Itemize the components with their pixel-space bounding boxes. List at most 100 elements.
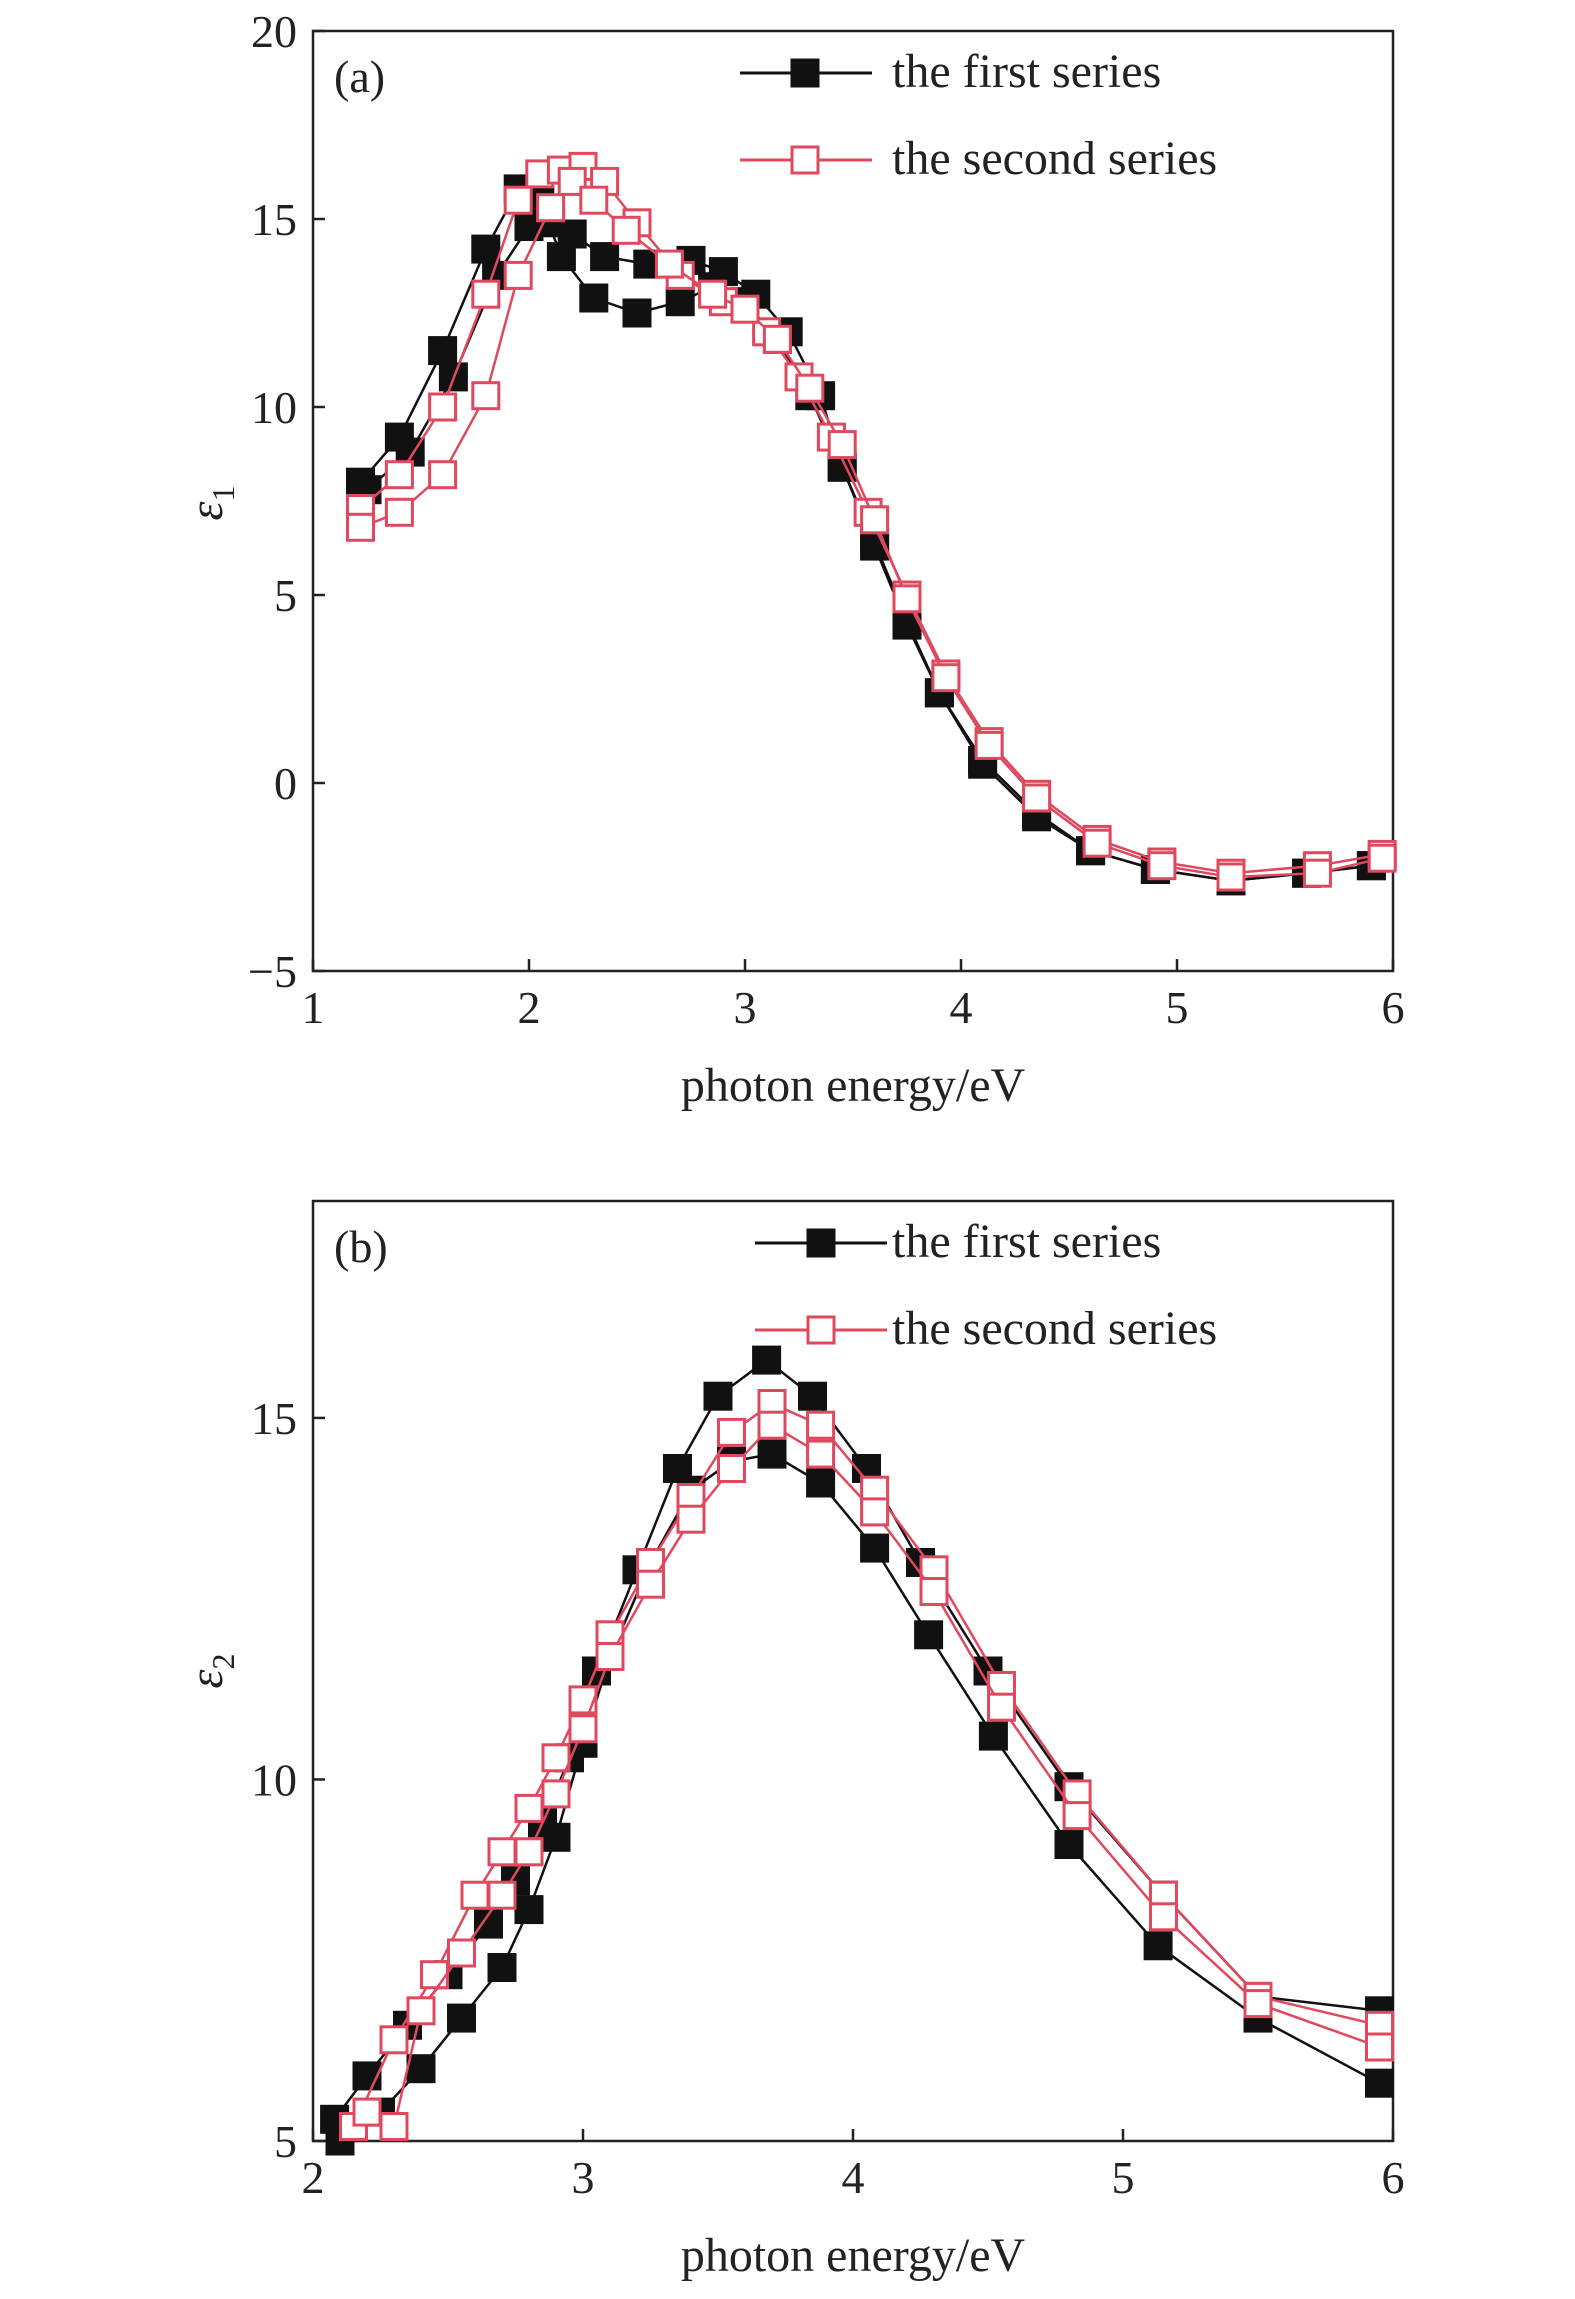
data-point — [579, 185, 609, 215]
data-point — [346, 512, 375, 542]
data-point — [352, 2061, 382, 2091]
data-point — [384, 497, 414, 527]
legend: the first series the second series — [740, 45, 1217, 185]
data-point — [795, 373, 825, 403]
data-point — [806, 1439, 836, 1469]
data-point — [919, 1577, 949, 1606]
legend-entry-first: the first series — [755, 1215, 1161, 1268]
data-point — [717, 1454, 746, 1483]
data-point — [1243, 1989, 1273, 2019]
data-point — [503, 185, 533, 215]
data-point — [1302, 858, 1332, 888]
series-layer — [346, 151, 1397, 896]
data-point — [514, 1837, 544, 1867]
x-tick-label: 4 — [842, 2152, 865, 2203]
data-point — [579, 283, 609, 313]
x-axis-title: photon energy/eV — [681, 1059, 1026, 1112]
legend-label-second: the second series — [892, 132, 1217, 185]
data-point — [622, 298, 652, 328]
data-point — [987, 1692, 1016, 1722]
y-tick-label: 5 — [274, 570, 297, 621]
data-point — [676, 1504, 706, 1534]
data-point — [503, 260, 533, 290]
legend-marker-second — [806, 1315, 836, 1345]
y-axis-title: ε2 — [180, 1654, 241, 1689]
panel-label: (a) — [334, 51, 385, 102]
data-point — [1022, 783, 1052, 813]
data-point — [541, 1822, 571, 1852]
y-tick-label: 15 — [251, 194, 297, 245]
legend-marker-second — [790, 145, 820, 175]
plot-frame — [311, 29, 1395, 973]
legend-label-second: the second series — [892, 1302, 1217, 1355]
data-point — [352, 2097, 382, 2127]
series-first-2 — [325, 1439, 1394, 2156]
data-point — [730, 294, 760, 324]
data-point — [487, 1953, 517, 1982]
data-point — [568, 1685, 598, 1715]
y-axis-title: ε1 — [180, 486, 241, 521]
data-point — [762, 324, 792, 354]
data-point — [860, 505, 890, 535]
ticks-layer: 1 2 3 4 5 6 −5 0 5 10 15 20 — [248, 6, 1404, 1033]
data-point — [447, 2003, 476, 2033]
y-axis-symbol: ε — [180, 501, 233, 520]
data-point — [514, 1793, 544, 1823]
y-tick-label: 0 — [274, 758, 297, 809]
data-point — [487, 1880, 517, 1910]
data-point — [974, 730, 1004, 760]
y-tick-label: 15 — [251, 1393, 297, 1444]
y-tick-label: 10 — [251, 382, 297, 433]
series-line — [339, 1452, 1381, 2143]
data-point — [806, 1410, 836, 1440]
y-tick-label: −5 — [248, 946, 297, 997]
x-tick-label: 3 — [572, 2152, 595, 2203]
data-point — [428, 392, 458, 422]
legend-entry-first: the first series — [740, 45, 1161, 98]
data-point — [379, 2025, 409, 2055]
data-point — [590, 242, 620, 272]
data-point — [1367, 843, 1397, 873]
data-point — [557, 219, 587, 249]
data-point — [636, 1569, 665, 1599]
data-point — [752, 1345, 782, 1375]
data-point — [428, 336, 458, 366]
data-point — [406, 2054, 436, 2084]
data-point — [471, 381, 501, 411]
series-first-1 — [320, 1345, 1394, 2134]
data-point — [447, 1938, 476, 1968]
legend-label-first: the first series — [892, 45, 1161, 98]
data-point — [978, 1721, 1008, 1751]
data-point — [438, 362, 468, 392]
legend-entry-second: the second series — [755, 1302, 1217, 1355]
data-point — [541, 1743, 571, 1773]
data-point — [471, 279, 501, 309]
data-point — [717, 1417, 746, 1447]
legend: the first series the second series — [755, 1215, 1217, 1355]
x-tick-label: 1 — [302, 982, 325, 1033]
data-point — [860, 1533, 890, 1563]
data-point — [757, 1410, 787, 1440]
x-tick-label: 2 — [518, 982, 541, 1033]
data-point — [384, 422, 414, 452]
y-axis-symbol: ε — [180, 1669, 233, 1688]
data-point — [611, 215, 641, 245]
data-point — [428, 460, 458, 490]
data-point — [1147, 851, 1177, 881]
data-point — [892, 584, 922, 614]
data-point — [536, 193, 566, 223]
data-point — [487, 1837, 517, 1867]
data-point — [406, 1996, 436, 2026]
panel-label: (b) — [334, 1221, 388, 1272]
data-point — [1082, 828, 1112, 858]
ticks-layer: 2 3 4 5 6 5 10 15 — [251, 1393, 1405, 2203]
data-point — [541, 1779, 571, 1809]
data-point — [698, 279, 728, 309]
data-point — [703, 1381, 733, 1411]
data-point — [654, 249, 684, 279]
data-point — [798, 1381, 827, 1411]
data-point — [931, 663, 961, 693]
